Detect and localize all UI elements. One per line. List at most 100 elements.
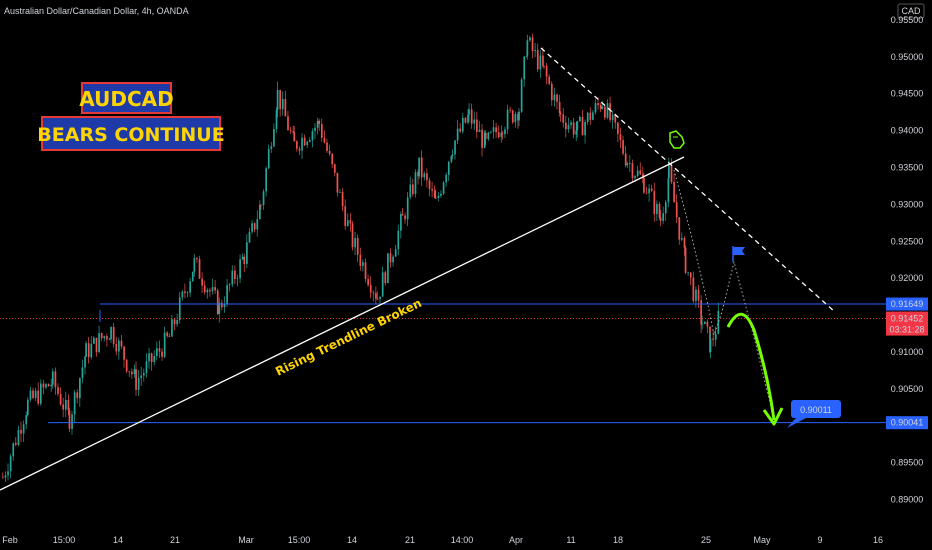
candle-down[interactable]: [284, 98, 287, 117]
candle-up[interactable]: [7, 471, 9, 476]
candle-up[interactable]: [275, 109, 278, 129]
candle-up[interactable]: [316, 120, 319, 128]
candle-up[interactable]: [478, 129, 481, 132]
candle-up[interactable]: [525, 55, 528, 57]
candle-down[interactable]: [376, 298, 379, 300]
candle-up[interactable]: [153, 356, 156, 363]
candle-down[interactable]: [645, 192, 648, 194]
candle-up[interactable]: [276, 89, 279, 110]
candle-down[interactable]: [459, 128, 462, 132]
candle-up[interactable]: [140, 375, 143, 379]
candle-down[interactable]: [214, 287, 216, 291]
candle-up[interactable]: [662, 213, 665, 221]
candle-up[interactable]: [93, 337, 95, 344]
candle-up[interactable]: [611, 114, 614, 121]
candle-down[interactable]: [369, 284, 372, 293]
candle-up[interactable]: [709, 338, 712, 352]
candle-down[interactable]: [675, 202, 678, 218]
candle-up[interactable]: [17, 429, 20, 445]
candle-up[interactable]: [570, 122, 572, 125]
candle-up[interactable]: [394, 249, 397, 257]
candle-down[interactable]: [42, 383, 45, 388]
falling-trendline[interactable]: [540, 47, 836, 313]
candle-up[interactable]: [594, 103, 597, 113]
candle-down[interactable]: [293, 132, 296, 142]
candle-down[interactable]: [536, 50, 539, 70]
candle-up[interactable]: [90, 343, 93, 358]
candle-up[interactable]: [667, 178, 670, 203]
candle-up[interactable]: [664, 202, 667, 214]
candle-up[interactable]: [539, 55, 542, 70]
candle-down[interactable]: [76, 392, 79, 399]
candle-down[interactable]: [653, 191, 656, 215]
candle-up[interactable]: [634, 176, 636, 178]
candle-down[interactable]: [692, 277, 695, 302]
candle-down[interactable]: [166, 332, 169, 337]
candle-up[interactable]: [133, 369, 136, 375]
candle-down[interactable]: [341, 191, 344, 207]
candle-down[interactable]: [128, 371, 131, 373]
candle-up[interactable]: [189, 281, 192, 293]
candle-up[interactable]: [25, 415, 28, 425]
candle-up[interactable]: [81, 367, 84, 379]
candle-down[interactable]: [57, 387, 59, 395]
candle-down[interactable]: [697, 289, 700, 301]
candle-up[interactable]: [423, 173, 426, 178]
candle-up[interactable]: [703, 321, 706, 325]
candle-down[interactable]: [279, 89, 282, 110]
candle-down[interactable]: [548, 76, 551, 84]
candle-down[interactable]: [609, 103, 611, 121]
candle-down[interactable]: [542, 55, 544, 66]
candle-down[interactable]: [599, 105, 602, 109]
candle-up[interactable]: [592, 112, 594, 120]
candle-down[interactable]: [565, 122, 567, 130]
candle-up[interactable]: [445, 174, 448, 183]
candle-down[interactable]: [198, 259, 201, 279]
rising-trendline[interactable]: [0, 156, 685, 491]
candle-down[interactable]: [404, 215, 406, 220]
candle-up[interactable]: [387, 253, 389, 284]
candle-down[interactable]: [659, 217, 662, 221]
candle-down[interactable]: [320, 123, 323, 138]
candle-up[interactable]: [504, 129, 506, 135]
candle-up[interactable]: [156, 348, 158, 357]
candle-down[interactable]: [550, 83, 553, 101]
candle-down[interactable]: [351, 223, 354, 248]
candle-up[interactable]: [414, 172, 417, 195]
candle-down[interactable]: [614, 114, 617, 123]
candle-up[interactable]: [553, 94, 556, 101]
candle-up[interactable]: [246, 242, 248, 264]
candle-up[interactable]: [206, 289, 209, 293]
candle-up[interactable]: [451, 154, 454, 157]
candle-up[interactable]: [218, 302, 221, 315]
candle-up[interactable]: [442, 182, 445, 194]
candle-up[interactable]: [636, 170, 639, 177]
candle-up[interactable]: [523, 56, 526, 80]
candle-up[interactable]: [586, 112, 589, 123]
candle-up[interactable]: [71, 414, 73, 429]
candle-up[interactable]: [4, 475, 7, 478]
candle-up[interactable]: [103, 336, 106, 339]
candle-down[interactable]: [333, 164, 336, 173]
projection-arrow[interactable]: [726, 312, 776, 421]
candle-down[interactable]: [642, 174, 644, 178]
candle-up[interactable]: [231, 270, 234, 285]
candle-up[interactable]: [34, 390, 37, 398]
candle-down[interactable]: [131, 371, 133, 375]
candle-down[interactable]: [260, 205, 262, 206]
candle-down[interactable]: [68, 410, 71, 429]
candle-down[interactable]: [678, 217, 681, 240]
candle-down[interactable]: [221, 302, 223, 308]
candle-up[interactable]: [171, 319, 173, 337]
candle-down[interactable]: [323, 137, 326, 143]
candle-down[interactable]: [331, 153, 334, 165]
candle-up[interactable]: [248, 231, 251, 243]
candle-up[interactable]: [193, 258, 196, 272]
candle-down[interactable]: [209, 289, 211, 292]
candle-down[interactable]: [289, 130, 292, 132]
candle-down[interactable]: [670, 165, 673, 182]
candle-down[interactable]: [481, 129, 483, 148]
candle-up[interactable]: [50, 384, 53, 387]
candle-up[interactable]: [381, 272, 384, 297]
